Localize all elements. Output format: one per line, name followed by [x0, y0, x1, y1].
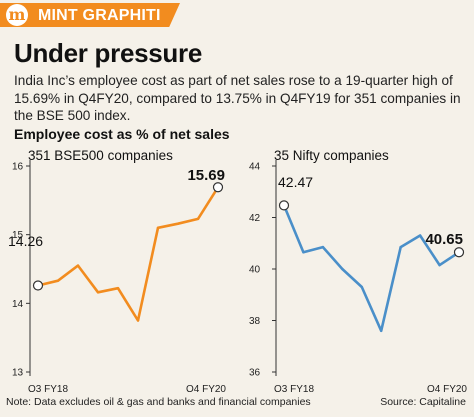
data-point [136, 319, 140, 322]
x-tick-label: Q4 FY20 [427, 384, 467, 392]
series-line [282, 204, 460, 333]
first-value-label: 42.47 [278, 174, 313, 190]
data-point [56, 279, 60, 282]
left-chart-title: 351 BSE500 companies [28, 148, 173, 163]
data-point [418, 234, 422, 237]
data-point [96, 291, 100, 294]
chart-subtitle: Employee cost as % of net sales [14, 126, 230, 142]
last-value-label: 40.65 [425, 231, 463, 248]
y-tick-label: 42 [249, 213, 261, 224]
mint-logo: m [6, 4, 28, 26]
end-marker [212, 182, 224, 193]
data-point [380, 329, 383, 332]
y-tick-label: 16 [12, 162, 24, 173]
data-point [399, 245, 402, 249]
brand-title: MINT GRAPHITI [38, 7, 161, 24]
x-tick-label: Q4 FY20 [186, 384, 226, 392]
end-marker [278, 200, 290, 211]
headline: Under pressure [14, 38, 202, 68]
source-note: Source: Capitaline [380, 396, 466, 408]
data-point [116, 287, 120, 290]
y-tick-label: 13 [12, 368, 24, 379]
data-point [76, 264, 80, 267]
data-point [321, 245, 325, 249]
first-value-label: 14.26 [8, 233, 43, 249]
series-line [37, 186, 220, 322]
data-point [196, 217, 200, 221]
data-point [341, 267, 344, 271]
banner-bar [0, 3, 180, 27]
y-tick-label: 38 [249, 316, 261, 327]
right-chart-title: 35 Nifty companies [274, 148, 389, 163]
x-tick-label: Q3 FY18 [274, 384, 314, 392]
y-tick-label: 44 [249, 162, 261, 173]
data-point [156, 226, 160, 229]
end-marker [453, 247, 465, 258]
last-value-label: 15.69 [187, 167, 225, 184]
deck: India Inc’s employee cost as part of net… [14, 73, 461, 123]
data-point [360, 285, 363, 289]
right-chart: 36 38 40 42 44 Q3 FY18 Q4 FY20 42.47 40.65 [249, 160, 467, 392]
left-chart: 13 14 15 16 Q3 FY18 Q4 FY20 14.26 15.69 [8, 160, 226, 392]
x-tick-label: Q3 FY18 [28, 384, 68, 392]
y-tick-label: 15 [12, 230, 24, 241]
end-marker [32, 280, 44, 291]
data-point [302, 251, 305, 254]
y-tick-label: 36 [249, 368, 261, 379]
y-tick-label: 14 [12, 299, 24, 310]
banner: m MINT GRAPHITI [0, 0, 474, 30]
footnote: Note: Data excludes oil & gas and banks … [6, 396, 311, 408]
data-point [176, 222, 180, 225]
data-point [438, 263, 441, 267]
y-tick-label: 40 [249, 265, 261, 276]
